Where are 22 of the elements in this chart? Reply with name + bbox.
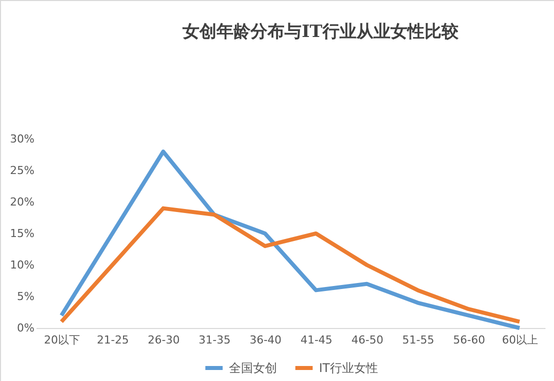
y-tick-label: 0%	[17, 322, 34, 334]
x-tick-label: 36-40	[250, 334, 282, 346]
x-tick-label: 56-60	[453, 334, 486, 346]
y-tick-label: 30%	[10, 132, 34, 146]
x-tick-label: 31-35	[198, 334, 231, 346]
x-tick-label: 46-50	[351, 334, 384, 346]
y-tick-label: 5%	[17, 290, 34, 303]
x-tick-label: 21-25	[96, 334, 129, 346]
x-tick-label: 20以下	[44, 334, 80, 346]
line-series	[59, 206, 522, 324]
line-series	[59, 150, 522, 330]
x-tick-label: 41-45	[300, 334, 332, 346]
legend-label: IT行业女性	[319, 361, 378, 375]
y-tick-label: 20%	[10, 196, 34, 208]
chart-title: 女创年龄分布与IT行业从业女性比较	[182, 22, 460, 42]
y-tick-label: 10%	[10, 258, 34, 272]
x-tick-label: 60以上	[502, 334, 538, 346]
y-tick-label: 25%	[10, 164, 34, 177]
x-tick-label: 26-30	[148, 334, 180, 346]
legend-label: 全国女创	[229, 361, 277, 375]
y-tick-label: 15%	[10, 227, 34, 240]
x-tick-label: 51-55	[402, 334, 434, 346]
